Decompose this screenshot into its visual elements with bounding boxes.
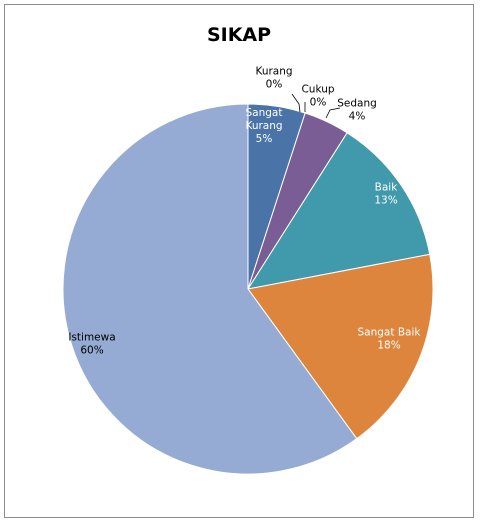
slice-label-kurang: Kurang 0%: [255, 66, 292, 91]
leader-line-kurang: [291, 93, 301, 113]
slice-label-cukup: Cukup 0%: [301, 84, 334, 109]
slice-label-sangat-baik: Sangat Baik 18%: [358, 327, 422, 352]
leader-line-sedang: [325, 107, 341, 119]
slice-label-sangat-kurang: Sangat Kurang 5%: [245, 107, 282, 145]
slice-label-istimewa: Istimewa 60%: [68, 332, 115, 357]
slice-label-sedang: Sedang 4%: [337, 98, 377, 123]
pie-slice-baik: [246, 132, 431, 290]
pie-slice-istimewa: [62, 103, 358, 475]
pie-slice-sangat-baik: [247, 253, 434, 440]
chart-title: SIKAP: [206, 24, 272, 46]
slice-label-baik: Baik 13%: [374, 182, 398, 207]
